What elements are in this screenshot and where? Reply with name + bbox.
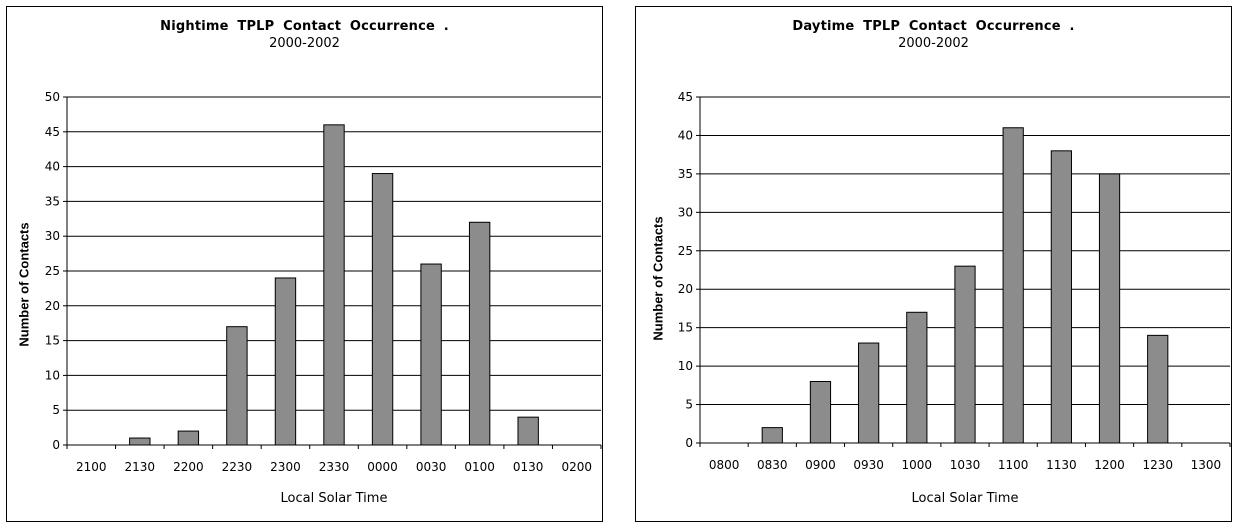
x-tick-label: 1200 xyxy=(1094,458,1125,472)
x-axis-label: Local Solar Time xyxy=(280,491,388,506)
y-axis-label: Number of Contacts xyxy=(16,222,32,347)
y-tick-label: 40 xyxy=(678,128,693,142)
y-tick-label: 35 xyxy=(45,194,60,208)
bar xyxy=(177,430,200,446)
chart-title-block: Nightime TPLP Contact Occurrence . 2000-… xyxy=(7,19,602,51)
x-tick-label: 0200 xyxy=(561,460,592,474)
chart-title: Daytime TPLP Contact Occurrence . xyxy=(792,19,1075,34)
x-tick-label: 1230 xyxy=(1142,458,1173,472)
x-tick-label: 2100 xyxy=(76,460,107,474)
y-tick-label: 0 xyxy=(685,436,693,450)
x-axis-label: Local Solar Time xyxy=(911,491,1019,506)
y-tick-label: 30 xyxy=(678,205,693,219)
y-tick-label: 0 xyxy=(52,438,60,452)
chart-subtitle: 2000-2002 xyxy=(898,36,969,51)
bar xyxy=(371,173,394,446)
y-tick-label: 30 xyxy=(45,229,60,243)
y-tick-label: 45 xyxy=(678,90,693,104)
y-tick-label: 15 xyxy=(45,334,60,348)
chart-panel-nighttime: Nightime TPLP Contact Occurrence . 2000-… xyxy=(6,6,603,522)
bar xyxy=(1002,127,1024,444)
y-tick-label: 35 xyxy=(678,167,693,181)
bar xyxy=(858,342,880,444)
bar xyxy=(517,416,539,446)
y-tick-label: 20 xyxy=(678,282,693,296)
x-tick-label: 1100 xyxy=(998,458,1029,472)
x-tick-label: 2230 xyxy=(222,460,253,474)
x-tick-label: 0830 xyxy=(757,458,788,472)
chart-title: Nightime TPLP Contact Occurrence . xyxy=(160,19,449,34)
bar xyxy=(1098,173,1121,444)
bar xyxy=(420,263,442,446)
y-tick-label: 10 xyxy=(678,359,693,373)
chart-panel-daytime: Daytime TPLP Contact Occurrence . 2000-2… xyxy=(635,6,1232,522)
x-tick-label: 1030 xyxy=(950,458,981,472)
chart-plot-daytime: 0 5 10 15 20 25 30 35 40 45 0800 0830 0900 0930 1000 10… xyxy=(678,90,1231,472)
chart-subtitle: 2000-2002 xyxy=(269,36,340,51)
x-tick-label: 2330 xyxy=(319,460,350,474)
y-tick-label: 5 xyxy=(685,398,693,412)
y-tick-label: 45 xyxy=(45,125,60,139)
bar xyxy=(954,265,976,444)
bar xyxy=(1147,334,1169,444)
y-tick-label: 40 xyxy=(45,160,60,174)
bar xyxy=(129,437,151,446)
chart-plot-nighttime: 0 5 10 15 20 25 30 35 40 45 50 2100 2130 2200 2230 2300… xyxy=(45,90,602,474)
y-tick-label: 15 xyxy=(678,321,693,335)
x-tick-label: 0030 xyxy=(416,460,447,474)
bar xyxy=(906,311,928,444)
y-tick-label: 25 xyxy=(45,264,60,278)
x-tick-label: 0130 xyxy=(513,460,544,474)
y-axis-label: Number of Contacts xyxy=(650,216,666,341)
x-tick-label: 2200 xyxy=(173,460,204,474)
y-tick-label: 50 xyxy=(45,90,60,104)
y-tick-label: 20 xyxy=(45,299,60,313)
bar xyxy=(468,221,491,446)
y-tick-label: 5 xyxy=(52,403,60,417)
x-tick-label: 0900 xyxy=(805,458,836,472)
x-tick-label: 2300 xyxy=(270,460,301,474)
x-tick-label: 2130 xyxy=(125,460,156,474)
x-tick-label: 1300 xyxy=(1191,458,1222,472)
x-tick-label: 0100 xyxy=(464,460,495,474)
x-tick-label: 0930 xyxy=(853,458,884,472)
bar xyxy=(226,326,248,446)
bar xyxy=(761,427,783,444)
bar xyxy=(323,124,345,446)
x-tick-label: 0800 xyxy=(709,458,740,472)
y-tick-label: 10 xyxy=(45,368,60,382)
x-tick-label: 1000 xyxy=(902,458,933,472)
x-tick-label: 1130 xyxy=(1046,458,1077,472)
bar xyxy=(274,277,297,446)
bar xyxy=(1050,150,1072,444)
bar xyxy=(809,380,832,444)
x-tick-label: 0000 xyxy=(367,460,398,474)
y-tick-label: 25 xyxy=(678,244,693,258)
chart-title-block: Daytime TPLP Contact Occurrence . 2000-2… xyxy=(636,19,1231,51)
